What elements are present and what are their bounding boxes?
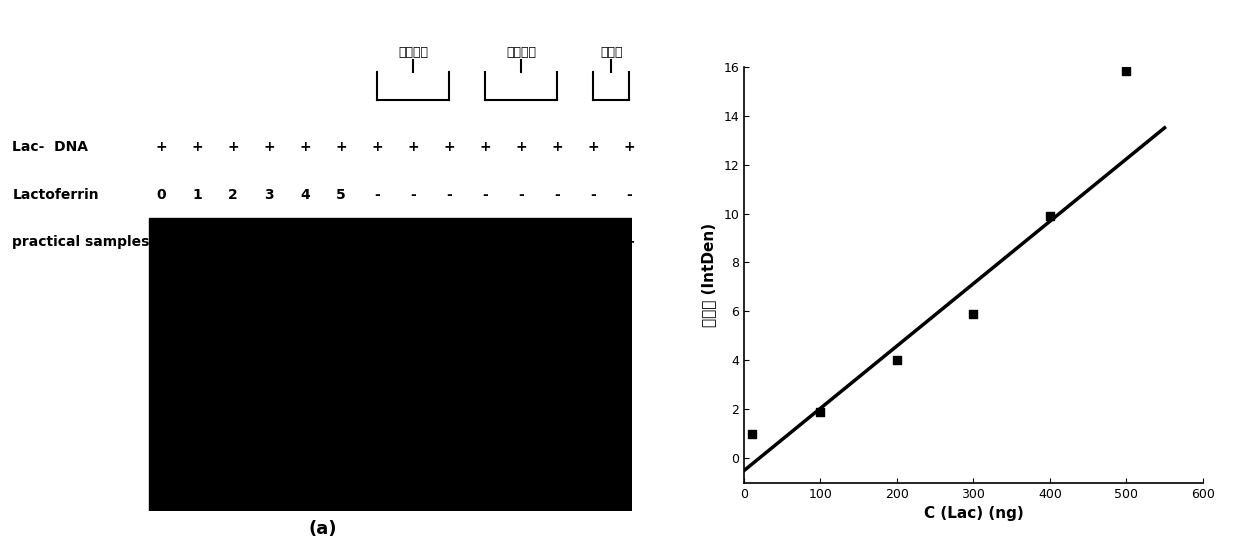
Text: -: - bbox=[626, 188, 632, 201]
Text: Lactoferrin: Lactoferrin bbox=[12, 188, 99, 201]
Text: +: + bbox=[372, 235, 383, 249]
Text: 0: 0 bbox=[156, 188, 166, 201]
Text: +: + bbox=[408, 235, 419, 249]
Text: +: + bbox=[444, 235, 455, 249]
Text: 3: 3 bbox=[264, 188, 274, 201]
Point bbox=[963, 310, 983, 319]
Text: 1: 1 bbox=[192, 188, 202, 201]
Text: -: - bbox=[267, 235, 272, 249]
Text: -: - bbox=[195, 235, 200, 249]
Text: +: + bbox=[480, 140, 491, 154]
X-axis label: C (Lac) (ng): C (Lac) (ng) bbox=[924, 506, 1023, 521]
Text: -: - bbox=[590, 188, 596, 201]
Text: +: + bbox=[336, 140, 347, 154]
Text: 5: 5 bbox=[336, 188, 346, 201]
Text: +: + bbox=[624, 235, 635, 249]
Point bbox=[1040, 211, 1060, 220]
Text: -: - bbox=[446, 188, 453, 201]
Text: +: + bbox=[191, 140, 203, 154]
Text: 2: 2 bbox=[228, 188, 238, 201]
Text: +: + bbox=[588, 140, 599, 154]
Text: +: + bbox=[552, 140, 563, 154]
Text: +: + bbox=[155, 140, 167, 154]
Text: +: + bbox=[588, 235, 599, 249]
Text: -: - bbox=[159, 235, 164, 249]
Text: 4: 4 bbox=[300, 188, 310, 201]
Y-axis label: 复合物 (IntDen): 复合物 (IntDen) bbox=[702, 223, 717, 327]
Text: +: + bbox=[408, 140, 419, 154]
Text: 脂脊牛奶: 脂脊牛奶 bbox=[398, 46, 428, 59]
Text: -: - bbox=[374, 188, 381, 201]
Point bbox=[1116, 67, 1136, 76]
Text: +: + bbox=[299, 140, 311, 154]
Point bbox=[742, 430, 761, 438]
Text: +: + bbox=[516, 140, 527, 154]
Text: +: + bbox=[227, 140, 239, 154]
Text: +: + bbox=[552, 235, 563, 249]
Text: Lac-  DNA: Lac- DNA bbox=[12, 140, 88, 154]
Text: -: - bbox=[339, 235, 345, 249]
Text: -: - bbox=[410, 188, 417, 201]
Text: 全脂牛奶: 全脂牛奶 bbox=[506, 46, 536, 59]
Text: practical samples: practical samples bbox=[12, 235, 150, 249]
Text: -: - bbox=[518, 188, 525, 201]
Bar bbox=[149, 218, 632, 511]
Text: (a): (a) bbox=[309, 520, 336, 538]
Text: +: + bbox=[480, 235, 491, 249]
Point bbox=[887, 356, 906, 365]
Text: -: - bbox=[303, 235, 308, 249]
Text: +: + bbox=[263, 140, 275, 154]
Point bbox=[811, 407, 831, 416]
Text: +: + bbox=[624, 140, 635, 154]
Text: +: + bbox=[516, 235, 527, 249]
Text: -: - bbox=[482, 188, 489, 201]
Text: -: - bbox=[554, 188, 560, 201]
Text: -: - bbox=[231, 235, 236, 249]
Text: 生牛乳: 生牛乳 bbox=[600, 46, 622, 59]
Text: +: + bbox=[444, 140, 455, 154]
Text: +: + bbox=[372, 140, 383, 154]
